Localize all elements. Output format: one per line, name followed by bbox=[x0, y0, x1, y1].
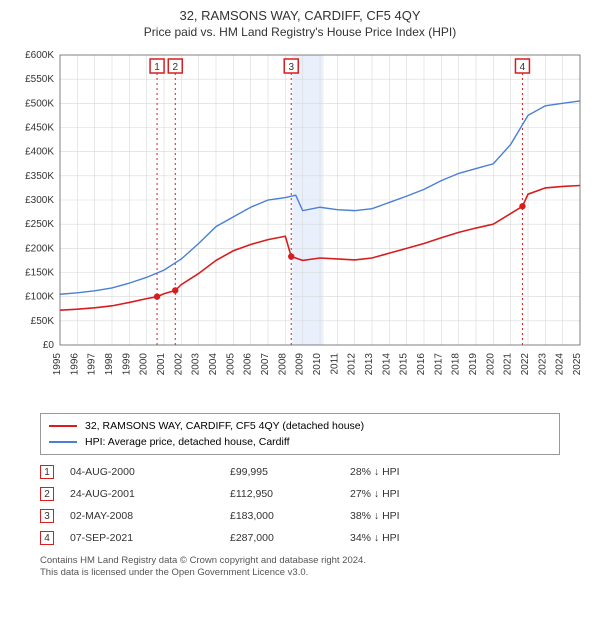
x-tick-label: 1999 bbox=[121, 353, 132, 376]
tx-marker: 3 bbox=[40, 509, 54, 523]
tx-date: 07-SEP-2021 bbox=[70, 532, 230, 544]
footer-line: This data is licensed under the Open Gov… bbox=[40, 567, 560, 579]
x-tick-label: 2000 bbox=[139, 353, 150, 376]
chart-marker-dot bbox=[288, 253, 294, 259]
x-tick-label: 2005 bbox=[225, 353, 236, 376]
y-tick-label: £100K bbox=[25, 292, 54, 303]
y-tick-label: £150K bbox=[25, 268, 54, 279]
x-tick-label: 2003 bbox=[191, 353, 202, 376]
y-tick-label: £400K bbox=[25, 147, 54, 158]
legend-swatch bbox=[49, 425, 77, 427]
table-row: 4 07-SEP-2021£287,00034% ↓ HPI bbox=[40, 527, 560, 549]
table-row: 1 04-AUG-2000£99,99528% ↓ HPI bbox=[40, 461, 560, 483]
x-tick-label: 2009 bbox=[295, 353, 306, 376]
x-tick-label: 1998 bbox=[104, 353, 115, 376]
chart-marker-dot bbox=[519, 203, 525, 209]
x-tick-label: 2013 bbox=[364, 353, 375, 376]
chart-marker-dot bbox=[154, 293, 160, 299]
page-subtitle: Price paid vs. HM Land Registry's House … bbox=[10, 25, 590, 39]
x-tick-label: 2010 bbox=[312, 353, 323, 376]
chart-marker-num: 2 bbox=[172, 62, 178, 73]
table-row: 2 24-AUG-2001£112,95027% ↓ HPI bbox=[40, 483, 560, 505]
chart-marker-num: 4 bbox=[520, 62, 526, 73]
y-tick-label: £200K bbox=[25, 243, 54, 254]
x-tick-label: 2008 bbox=[277, 353, 288, 376]
x-tick-label: 2024 bbox=[555, 353, 566, 376]
x-tick-label: 2020 bbox=[485, 353, 496, 376]
chart-marker-num: 3 bbox=[288, 62, 294, 73]
x-tick-label: 2022 bbox=[520, 353, 531, 376]
x-tick-label: 2015 bbox=[399, 353, 410, 376]
x-tick-label: 2014 bbox=[381, 353, 392, 376]
x-tick-label: 2021 bbox=[503, 353, 514, 376]
footer-attribution: Contains HM Land Registry data © Crown c… bbox=[40, 555, 560, 580]
x-tick-label: 2025 bbox=[572, 353, 583, 376]
tx-date: 02-MAY-2008 bbox=[70, 510, 230, 522]
y-tick-label: £500K bbox=[25, 98, 54, 109]
y-tick-label: £350K bbox=[25, 171, 54, 182]
x-tick-label: 2002 bbox=[173, 353, 184, 376]
x-tick-label: 2018 bbox=[451, 353, 462, 376]
chart-legend: 32, RAMSONS WAY, CARDIFF, CF5 4QY (detac… bbox=[40, 413, 560, 455]
x-tick-label: 1996 bbox=[69, 353, 80, 376]
tx-price: £99,995 bbox=[230, 466, 350, 478]
y-tick-label: £300K bbox=[25, 195, 54, 206]
tx-price: £287,000 bbox=[230, 532, 350, 544]
page-title: 32, RAMSONS WAY, CARDIFF, CF5 4QY bbox=[10, 8, 590, 23]
tx-date: 04-AUG-2000 bbox=[70, 466, 230, 478]
x-tick-label: 2007 bbox=[260, 353, 271, 376]
chart-marker-num: 1 bbox=[154, 62, 160, 73]
price-chart: £0 £50K £100K £150K £200K £250K £300K £350K £400… bbox=[10, 45, 590, 405]
table-row: 3 02-MAY-2008£183,00038% ↓ HPI bbox=[40, 505, 560, 527]
tx-pct-vs-hpi: 34% ↓ HPI bbox=[350, 532, 460, 544]
tx-marker: 2 bbox=[40, 487, 54, 501]
transaction-table: 1 04-AUG-2000£99,99528% ↓ HPI 2 24-AUG-2001… bbox=[40, 461, 560, 549]
tx-pct-vs-hpi: 27% ↓ HPI bbox=[350, 488, 460, 500]
legend-label: 32, RAMSONS WAY, CARDIFF, CF5 4QY (detac… bbox=[85, 420, 364, 432]
tx-marker: 1 bbox=[40, 465, 54, 479]
y-tick-label: £0 bbox=[43, 340, 55, 351]
y-tick-label: £250K bbox=[25, 219, 54, 230]
footer-line: Contains HM Land Registry data © Crown c… bbox=[40, 555, 560, 567]
y-tick-label: £550K bbox=[25, 74, 54, 85]
tx-pct-vs-hpi: 28% ↓ HPI bbox=[350, 466, 460, 478]
tx-price: £112,950 bbox=[230, 488, 350, 500]
x-tick-label: 2019 bbox=[468, 353, 479, 376]
legend-swatch bbox=[49, 441, 77, 443]
x-tick-label: 2006 bbox=[243, 353, 254, 376]
x-tick-label: 2023 bbox=[537, 353, 548, 376]
y-tick-label: £50K bbox=[31, 316, 55, 327]
x-tick-label: 2004 bbox=[208, 353, 219, 376]
x-tick-label: 2016 bbox=[416, 353, 427, 376]
chart-marker-dot bbox=[172, 287, 178, 293]
legend-item: 32, RAMSONS WAY, CARDIFF, CF5 4QY (detac… bbox=[49, 418, 551, 434]
x-tick-label: 1995 bbox=[52, 353, 63, 376]
legend-label: HPI: Average price, detached house, Card… bbox=[85, 436, 290, 448]
x-tick-label: 1997 bbox=[87, 353, 98, 376]
tx-price: £183,000 bbox=[230, 510, 350, 522]
y-tick-label: £450K bbox=[25, 123, 54, 134]
x-tick-label: 2012 bbox=[347, 353, 358, 376]
tx-date: 24-AUG-2001 bbox=[70, 488, 230, 500]
tx-pct-vs-hpi: 38% ↓ HPI bbox=[350, 510, 460, 522]
tx-marker: 4 bbox=[40, 531, 54, 545]
y-tick-label: £600K bbox=[25, 50, 54, 61]
legend-item: HPI: Average price, detached house, Card… bbox=[49, 434, 551, 450]
x-tick-label: 2017 bbox=[433, 353, 444, 376]
x-tick-label: 2011 bbox=[329, 353, 340, 375]
x-tick-label: 2001 bbox=[156, 353, 167, 376]
